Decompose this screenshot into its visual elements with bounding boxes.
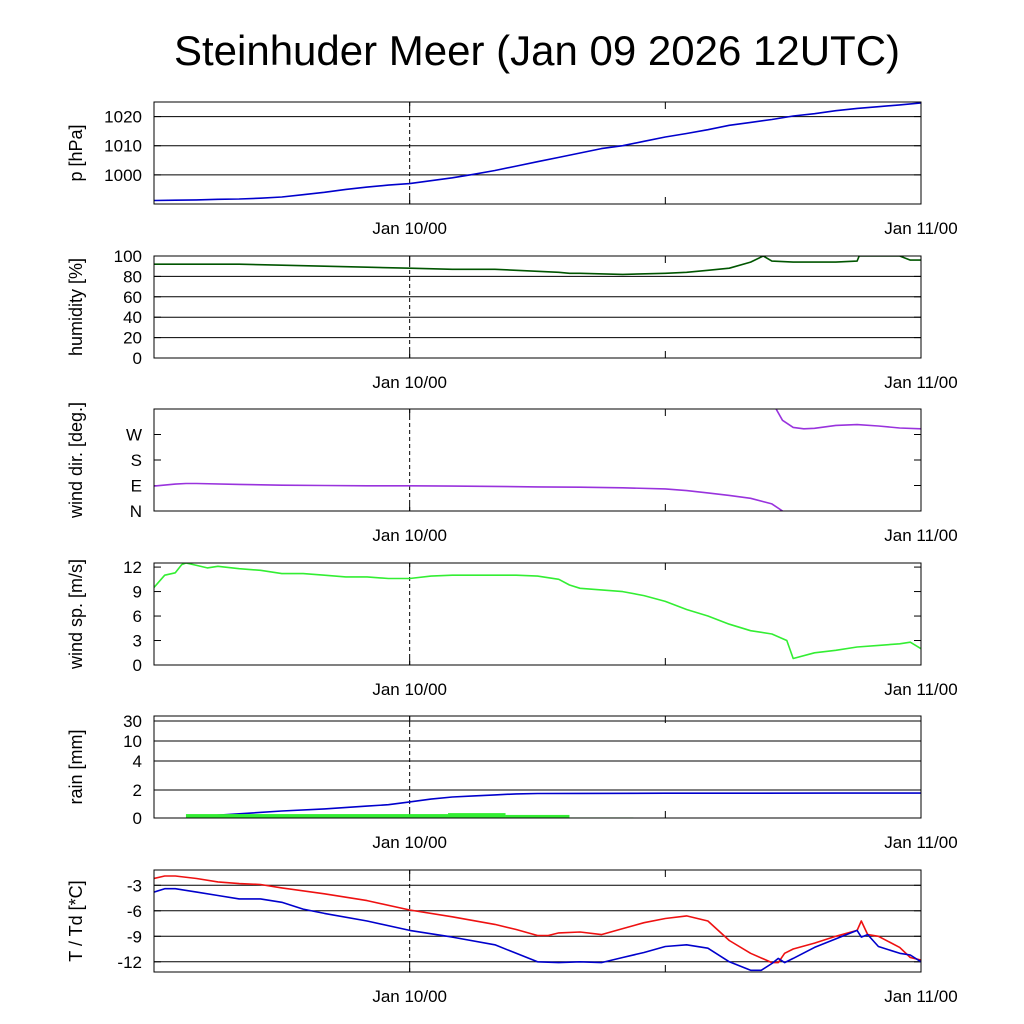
x-tick-label: Jan 11/00 — [884, 833, 957, 852]
y-axis-label: p [hPa] — [66, 124, 86, 181]
y-tick-label: 9 — [133, 583, 142, 602]
y-tick-label: -3 — [127, 876, 142, 895]
y-tick-label: 0 — [133, 349, 142, 368]
y-tick-label: E — [131, 477, 142, 496]
y-tick-label: S — [131, 451, 142, 470]
y-tick-label: 60 — [123, 288, 142, 307]
y-tick-label: 40 — [123, 308, 142, 327]
plot-frame — [153, 408, 922, 512]
plot-frame — [153, 562, 922, 666]
x-tick-label: Jan 11/00 — [884, 526, 957, 545]
x-tick-label: Jan 11/00 — [884, 680, 957, 699]
y-tick-label: 1020 — [104, 108, 142, 127]
y-tick-label: 2 — [133, 781, 142, 800]
y-tick-label: 6 — [133, 607, 142, 626]
y-tick-label: W — [126, 426, 142, 445]
plot-frame — [153, 101, 922, 205]
series-line-dew-point — [154, 887, 921, 972]
y-tick-label: 0 — [133, 809, 142, 828]
x-tick-label: Jan 10/00 — [372, 373, 447, 392]
plot-frame — [153, 715, 922, 819]
y-tick-label: 1010 — [104, 137, 142, 156]
x-tick-label: Jan 10/00 — [372, 833, 447, 852]
series-line-pressure — [154, 102, 921, 202]
y-tick-label: 100 — [114, 247, 142, 266]
y-tick-label: 12 — [123, 558, 142, 577]
y-tick-label: 1000 — [104, 166, 142, 185]
y-axis-label: rain [mm] — [66, 729, 86, 804]
y-axis-label: T / Td [*C] — [66, 880, 86, 961]
series-line-humidity — [154, 256, 921, 276]
y-axis-label: wind sp. [m/s] — [66, 559, 86, 670]
rain-bar — [185, 814, 449, 818]
y-tick-label: 80 — [123, 267, 142, 286]
series-line-accumulated-rain — [185, 792, 921, 818]
y-tick-label: 10 — [123, 732, 142, 751]
plot-frame — [153, 255, 922, 359]
y-axis-label: humidity [%] — [66, 258, 86, 356]
y-tick-label: 0 — [133, 656, 142, 675]
y-tick-label: -9 — [127, 927, 142, 946]
series-line-temperature — [154, 875, 921, 964]
x-tick-label: Jan 10/00 — [372, 680, 447, 699]
series-line-wind-direction-1 — [154, 482, 783, 511]
chart-title: Steinhuder Meer (Jan 09 2026 12UTC) — [174, 27, 900, 74]
x-tick-label: Jan 10/00 — [372, 219, 447, 238]
x-tick-label: Jan 11/00 — [884, 373, 957, 392]
panel-pressure: 1000 1010 1020 Jan 10/00 Jan 11/00 p [hPa] — [66, 101, 958, 238]
y-tick-label: -6 — [127, 902, 142, 921]
y-tick-label: 3 — [133, 632, 142, 651]
y-tick-label: N — [130, 502, 142, 521]
panel-temperature: -12 -9 -6 -3 Jan 10/00 Jan 11/00 T / Td [*C] — [66, 869, 958, 1006]
rain-bar — [505, 814, 570, 818]
x-tick-label: Jan 10/00 — [372, 987, 447, 1006]
y-tick-label: -12 — [117, 953, 142, 972]
plot-frame — [153, 869, 922, 973]
panel-wind-speed: 0 3 6 9 12 Jan 10/00 Jan 11/00 wind sp. [m/s] — [66, 558, 958, 699]
rain-bar — [448, 813, 506, 818]
x-tick-label: Jan 11/00 — [884, 219, 957, 238]
y-axis-label: wind dir. [deg.] — [66, 402, 86, 519]
y-tick-label: 4 — [133, 752, 142, 771]
x-tick-label: Jan 11/00 — [884, 987, 957, 1006]
y-tick-label: 30 — [123, 712, 142, 731]
y-tick-label: 20 — [123, 329, 142, 348]
x-tick-label: Jan 10/00 — [372, 526, 447, 545]
series-line-wind-direction-2 — [775, 409, 921, 430]
series-line-wind-speed — [154, 563, 921, 660]
